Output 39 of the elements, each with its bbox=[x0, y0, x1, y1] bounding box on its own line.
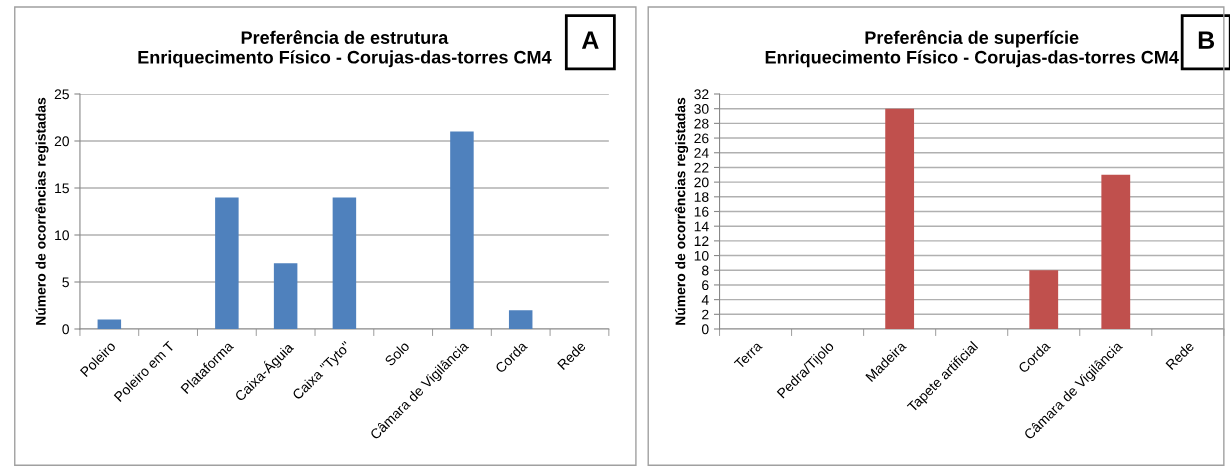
y-tick-label: 26 bbox=[694, 133, 709, 144]
chart-title: Preferência de superfície Enriquecimento Físico - Corujas-das-torres CM4 bbox=[765, 30, 1179, 68]
y-tick-label: 0 bbox=[62, 324, 69, 335]
y-tick-label: 28 bbox=[694, 118, 709, 129]
bar bbox=[215, 197, 239, 329]
text: B bbox=[1198, 31, 1215, 49]
y-tick-label: 24 bbox=[694, 148, 709, 158]
x-tick-label: Solo bbox=[383, 340, 410, 367]
y-tick-label: 12 bbox=[694, 236, 709, 246]
y-tick-label: 16 bbox=[694, 206, 709, 217]
y-tick-label: 4 bbox=[701, 295, 709, 305]
y-tick-label: 0 bbox=[701, 324, 709, 335]
y-tick-label: 10 bbox=[694, 250, 709, 261]
y-tick-label: 20 bbox=[54, 136, 69, 147]
bar bbox=[450, 131, 474, 329]
bar bbox=[1029, 270, 1059, 329]
y-tick-label: 20 bbox=[694, 177, 709, 188]
bar bbox=[97, 319, 122, 329]
y-tick-label: 15 bbox=[55, 183, 69, 194]
y-tick-label: 8 bbox=[702, 265, 709, 276]
bar bbox=[332, 197, 357, 329]
bar bbox=[885, 108, 915, 329]
bar bbox=[273, 263, 298, 329]
y-tick-label: 30 bbox=[694, 104, 709, 114]
chart-title: Preferência de estrutura Enriquecimento Físico - Corujas-das-torres CM4 bbox=[138, 30, 552, 68]
y-tick-label: 10 bbox=[55, 230, 69, 241]
y-tick-label: 14 bbox=[694, 221, 709, 232]
bar bbox=[508, 310, 533, 329]
y-tick-label: 2 bbox=[702, 309, 709, 320]
y-axis-title: Número de ocorrências registadas bbox=[674, 97, 689, 325]
y-tick-label: 6 bbox=[702, 280, 709, 291]
y-tick-label: 22 bbox=[694, 162, 709, 173]
y-axis-title: Número de ocorrências registadas bbox=[35, 97, 49, 325]
y-tick-label: 18 bbox=[694, 192, 709, 202]
bar bbox=[1101, 174, 1131, 329]
y-tick-label: 25 bbox=[54, 89, 69, 100]
text: A bbox=[581, 31, 599, 49]
y-tick-label: 32 bbox=[694, 89, 709, 100]
y-tick-label: 5 bbox=[62, 277, 69, 288]
